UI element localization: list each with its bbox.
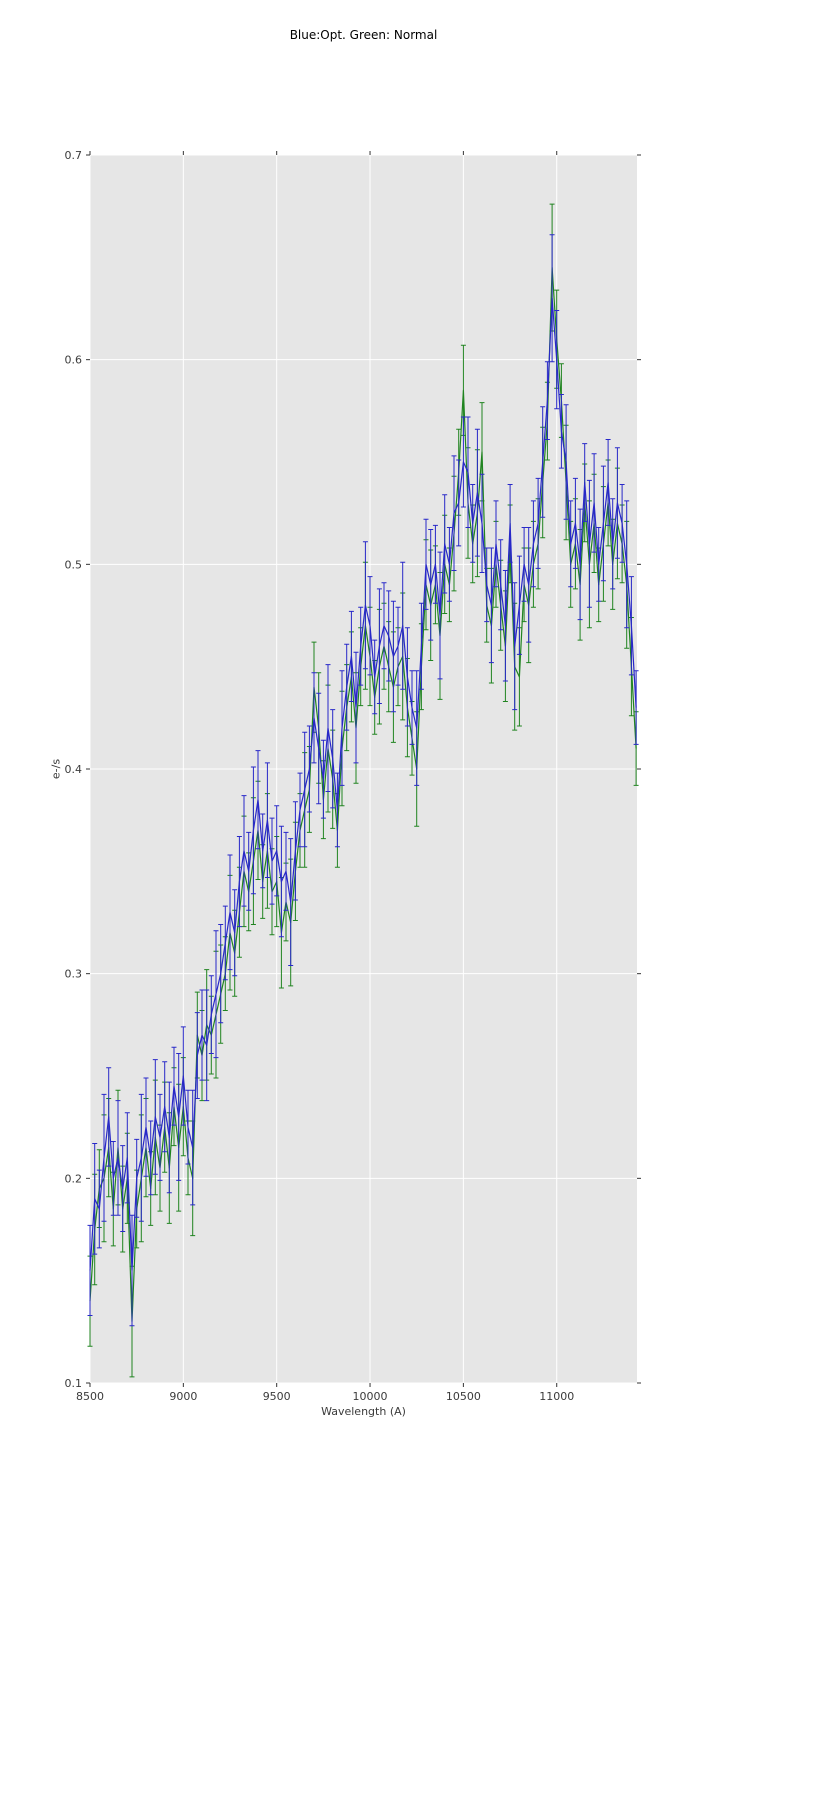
y-tick-label: 0.5 <box>65 558 83 571</box>
y-axis-label: e-/s <box>49 758 63 780</box>
series-line <box>89 267 637 1323</box>
x-tick-label: 11000 <box>539 1390 574 1403</box>
series-line <box>89 297 637 1271</box>
chart-title: Blue:Opt. Green: Normal <box>289 28 438 42</box>
error-bar-caps <box>87 234 639 1327</box>
tick-marks <box>86 151 641 1387</box>
x-tick-label: 8500 <box>76 1390 104 1403</box>
y-tick-label: 0.3 <box>65 968 83 981</box>
tick-labels: 8500 9000 9500 10000 10500 11000 0.1 0.2 0.3 0.4 0… <box>65 149 575 1403</box>
y-tick-label: 0.2 <box>65 1172 83 1185</box>
series-opt <box>87 234 639 1327</box>
x-tick-label: 9500 <box>263 1390 291 1403</box>
x-axis-label: Wavelength (A) <box>321 1405 406 1418</box>
y-tick-label: 0.1 <box>65 1377 83 1390</box>
y-tick-label: 0.7 <box>65 149 83 162</box>
y-tick-label: 0.6 <box>65 354 83 367</box>
y-tick-label: 0.4 <box>65 763 83 776</box>
x-tick-label: 10500 <box>446 1390 481 1403</box>
x-tick-label: 9000 <box>169 1390 197 1403</box>
x-tick-label: 10000 <box>353 1390 388 1403</box>
